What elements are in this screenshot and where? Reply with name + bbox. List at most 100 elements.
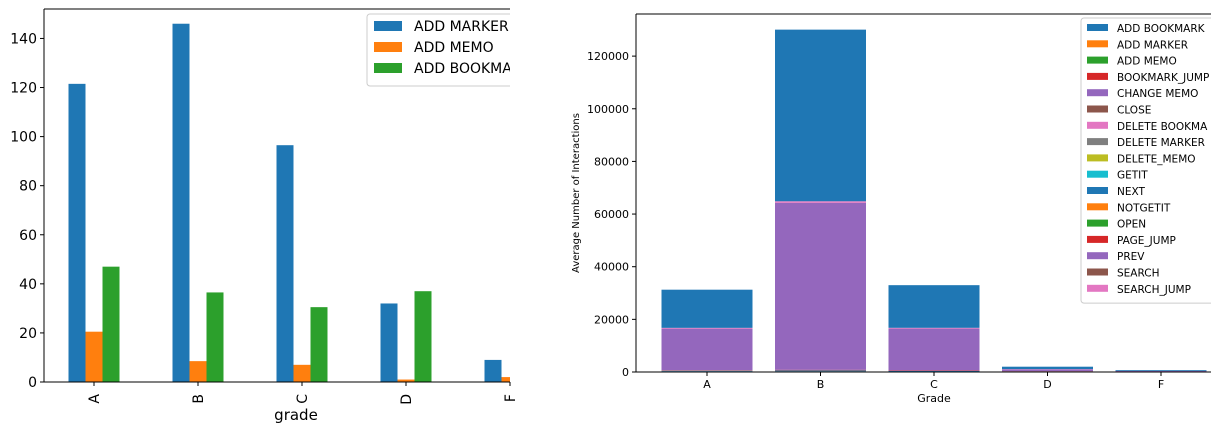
legend-swatch — [1087, 187, 1108, 194]
bar-add-bookma-B — [206, 292, 224, 382]
legend-swatch — [1087, 203, 1108, 211]
legend-label: DELETE BOOKMA — [1117, 121, 1208, 133]
stack-segment-next-B — [775, 370, 866, 372]
right-yaxis-label: Average Number of Interactions — [571, 113, 582, 273]
legend-swatch — [1087, 252, 1108, 260]
legend-swatch — [1087, 284, 1108, 292]
right-ytick-label: 100000 — [587, 103, 629, 116]
stack-segment-unlabeled-D — [1002, 366, 1093, 370]
legend-label: ADD MEMO — [1117, 56, 1177, 68]
stack-segment-next-C — [888, 370, 980, 372]
legend-swatch — [1087, 235, 1108, 243]
bar-add-memo-B — [189, 361, 207, 382]
legend-label: PREV — [1117, 251, 1145, 263]
left-xaxis-label: grade — [274, 406, 318, 424]
left-ytick-label: 40 — [19, 277, 37, 293]
bar-add-bookma-F — [519, 372, 536, 382]
right-ytick-label: 20000 — [594, 313, 629, 326]
legend-label: NOTGETIT — [1117, 202, 1171, 214]
left-ytick-label: 20 — [19, 326, 37, 342]
stack-segment-unlabeled-C — [888, 285, 980, 328]
stack-segment-search-jump-B — [775, 201, 866, 203]
bar-add-memo-D — [397, 379, 415, 382]
right-xtick-label: F — [1158, 378, 1164, 391]
left-ytick-label: 100 — [10, 130, 37, 146]
legend-swatch — [374, 63, 402, 73]
stack-segment-prev-B — [775, 202, 866, 370]
left-xtick-label: F — [503, 394, 519, 402]
legend-label: SEARCH_JUMP — [1117, 284, 1191, 296]
legend-label: SEARCH — [1117, 268, 1159, 280]
right-ytick-label: 40000 — [594, 261, 629, 274]
bar-add-marker-B — [172, 23, 190, 382]
legend-swatch — [1087, 40, 1108, 48]
legend-label: ADD MARKER — [1117, 39, 1188, 51]
stack-segment-search-jump-C — [888, 327, 980, 329]
stack-segment-prev-D — [1002, 369, 1093, 372]
bar-add-bookma-C — [310, 307, 328, 382]
stack-segment-unlabeled-F — [1115, 370, 1207, 371]
right-ytick-label: 80000 — [594, 155, 629, 168]
legend-swatch — [1087, 219, 1108, 227]
legend-label: CHANGE MEMO — [1117, 88, 1198, 100]
right-ytick-label: 0 — [622, 366, 629, 379]
legend-swatch — [1087, 268, 1108, 276]
legend-label: ADD BOOKMARK — [1117, 23, 1206, 35]
right-ytick-label: 120000 — [587, 50, 629, 63]
legend-label: NEXT — [1117, 186, 1145, 198]
left-axes-frame — [43, 8, 510, 383]
right-ytick-label: 60000 — [594, 208, 629, 221]
left-xtick-label: C — [295, 394, 311, 404]
legend-label: PAGE_JUMP — [1117, 235, 1176, 247]
left-legend: ADD MARKER ADD MEMO ADD BOOKMA — [366, 13, 512, 87]
left-xtick-label: D — [399, 394, 415, 405]
legend-label: CLOSE — [1117, 105, 1151, 117]
left-xtick-label: B — [191, 394, 207, 404]
right-xtick-label: C — [930, 378, 938, 391]
legend-label: ADD MARKER — [414, 19, 509, 35]
bar-add-marker-D — [380, 303, 398, 382]
legend-label: BOOKMARK_JUMP — [1117, 72, 1209, 84]
legend-label: DELETE_MEMO — [1117, 153, 1196, 165]
left-ytick-label: 140 — [10, 31, 37, 47]
right-xtick-label: D — [1043, 378, 1051, 391]
left-ytick-label: 60 — [19, 228, 37, 244]
legend-swatch — [1087, 105, 1108, 113]
stack-segment-next-A — [661, 370, 753, 372]
right-legend: ADD BOOKMARK ADD MARKER ADD MEMO BOOKMARK_J… — [1080, 17, 1211, 304]
bar-add-memo-F — [501, 377, 510, 382]
legend-swatch — [1087, 170, 1108, 178]
stack-segment-prev-A — [661, 328, 753, 371]
legend-swatch — [1087, 72, 1108, 80]
bar-add-marker-F — [484, 359, 502, 382]
legend-swatch — [374, 21, 402, 31]
legend-label: DELETE MARKER — [1117, 137, 1205, 149]
legend-swatch — [1087, 154, 1108, 162]
bar-add-marker-A — [68, 83, 86, 382]
left-xtick-label: A — [87, 394, 103, 404]
legend-swatch — [1087, 24, 1108, 31]
right-xaxis-label: Grade — [917, 392, 951, 405]
left-ytick-label: 120 — [10, 81, 37, 97]
legend-label: ADD BOOKMA — [414, 61, 512, 77]
bar-add-bookma-A — [102, 266, 120, 382]
stack-segment-unlabeled-A — [661, 289, 753, 328]
left-ytick-label: 0 — [28, 375, 37, 391]
stack-segment-prev-C — [888, 328, 980, 371]
right-xtick-label: A — [703, 378, 711, 391]
legend-swatch — [1087, 56, 1108, 64]
stack-segment-prev-F — [1115, 370, 1207, 372]
bar-add-bookma-D — [414, 291, 432, 382]
chart-right-stacked-bars: 0 20000 40000 60000 80000 100000 120000 A B C D F Gr… — [571, 13, 1211, 405]
bar-add-memo-C — [293, 364, 311, 382]
stack-segment-unlabeled-B — [775, 29, 866, 202]
bar-add-memo-A — [85, 331, 103, 382]
legend-label: GETIT — [1117, 170, 1148, 182]
legend-swatch — [1087, 121, 1108, 129]
right-xtick-label: B — [817, 378, 825, 391]
bar-add-marker-C — [276, 145, 294, 382]
right-axes-frame — [635, 13, 1211, 373]
legend-label: OPEN — [1117, 219, 1146, 231]
